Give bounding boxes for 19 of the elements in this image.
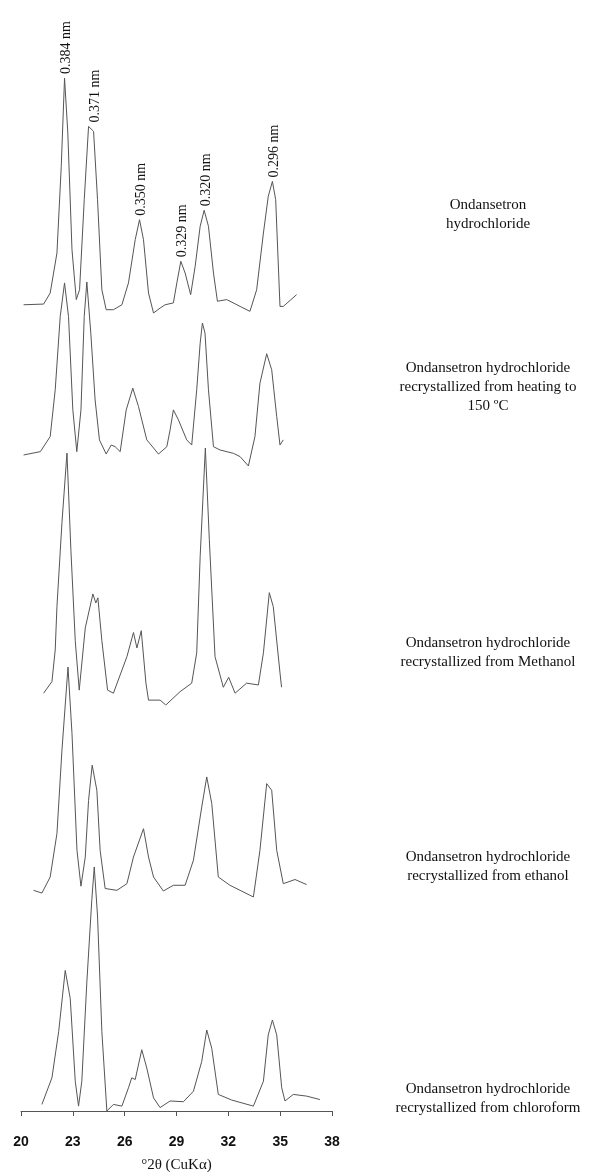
text: Ondansetron hydrochloride recrystallized from Methanol — [399, 633, 577, 671]
x-tick-label: 32 — [220, 1133, 237, 1149]
annotation: 0.371 nm — [87, 69, 103, 123]
annotation: 0.296 nm — [265, 124, 281, 178]
text: Ondansetron hydrochloride recrystallized from ethanol — [404, 847, 572, 885]
x-axis-title: °2θ (CuKα) — [141, 1155, 212, 1172]
x-tick-label: 35 — [272, 1133, 289, 1149]
annotation: 0.350 nm — [133, 162, 149, 216]
x-tick-label: 38 — [324, 1133, 340, 1149]
text: Ondansetron hydrochloride recrystallized from chloroform — [394, 1079, 582, 1117]
text: Ondansetron hydrochloride recrystallized from heating to 150 ºC — [398, 357, 578, 415]
x-tick-label: 23 — [65, 1133, 81, 1149]
annotation: 0.329 nm — [174, 204, 190, 258]
x-tick-label: 26 — [116, 1133, 133, 1149]
annotation: 0.384 nm — [58, 21, 74, 74]
x-tick-label: 20 — [13, 1133, 29, 1149]
text: Ondansetron hydrochloride — [444, 195, 532, 233]
annotation: 0.320 nm — [197, 153, 213, 207]
x-tick-label: 29 — [168, 1133, 185, 1149]
